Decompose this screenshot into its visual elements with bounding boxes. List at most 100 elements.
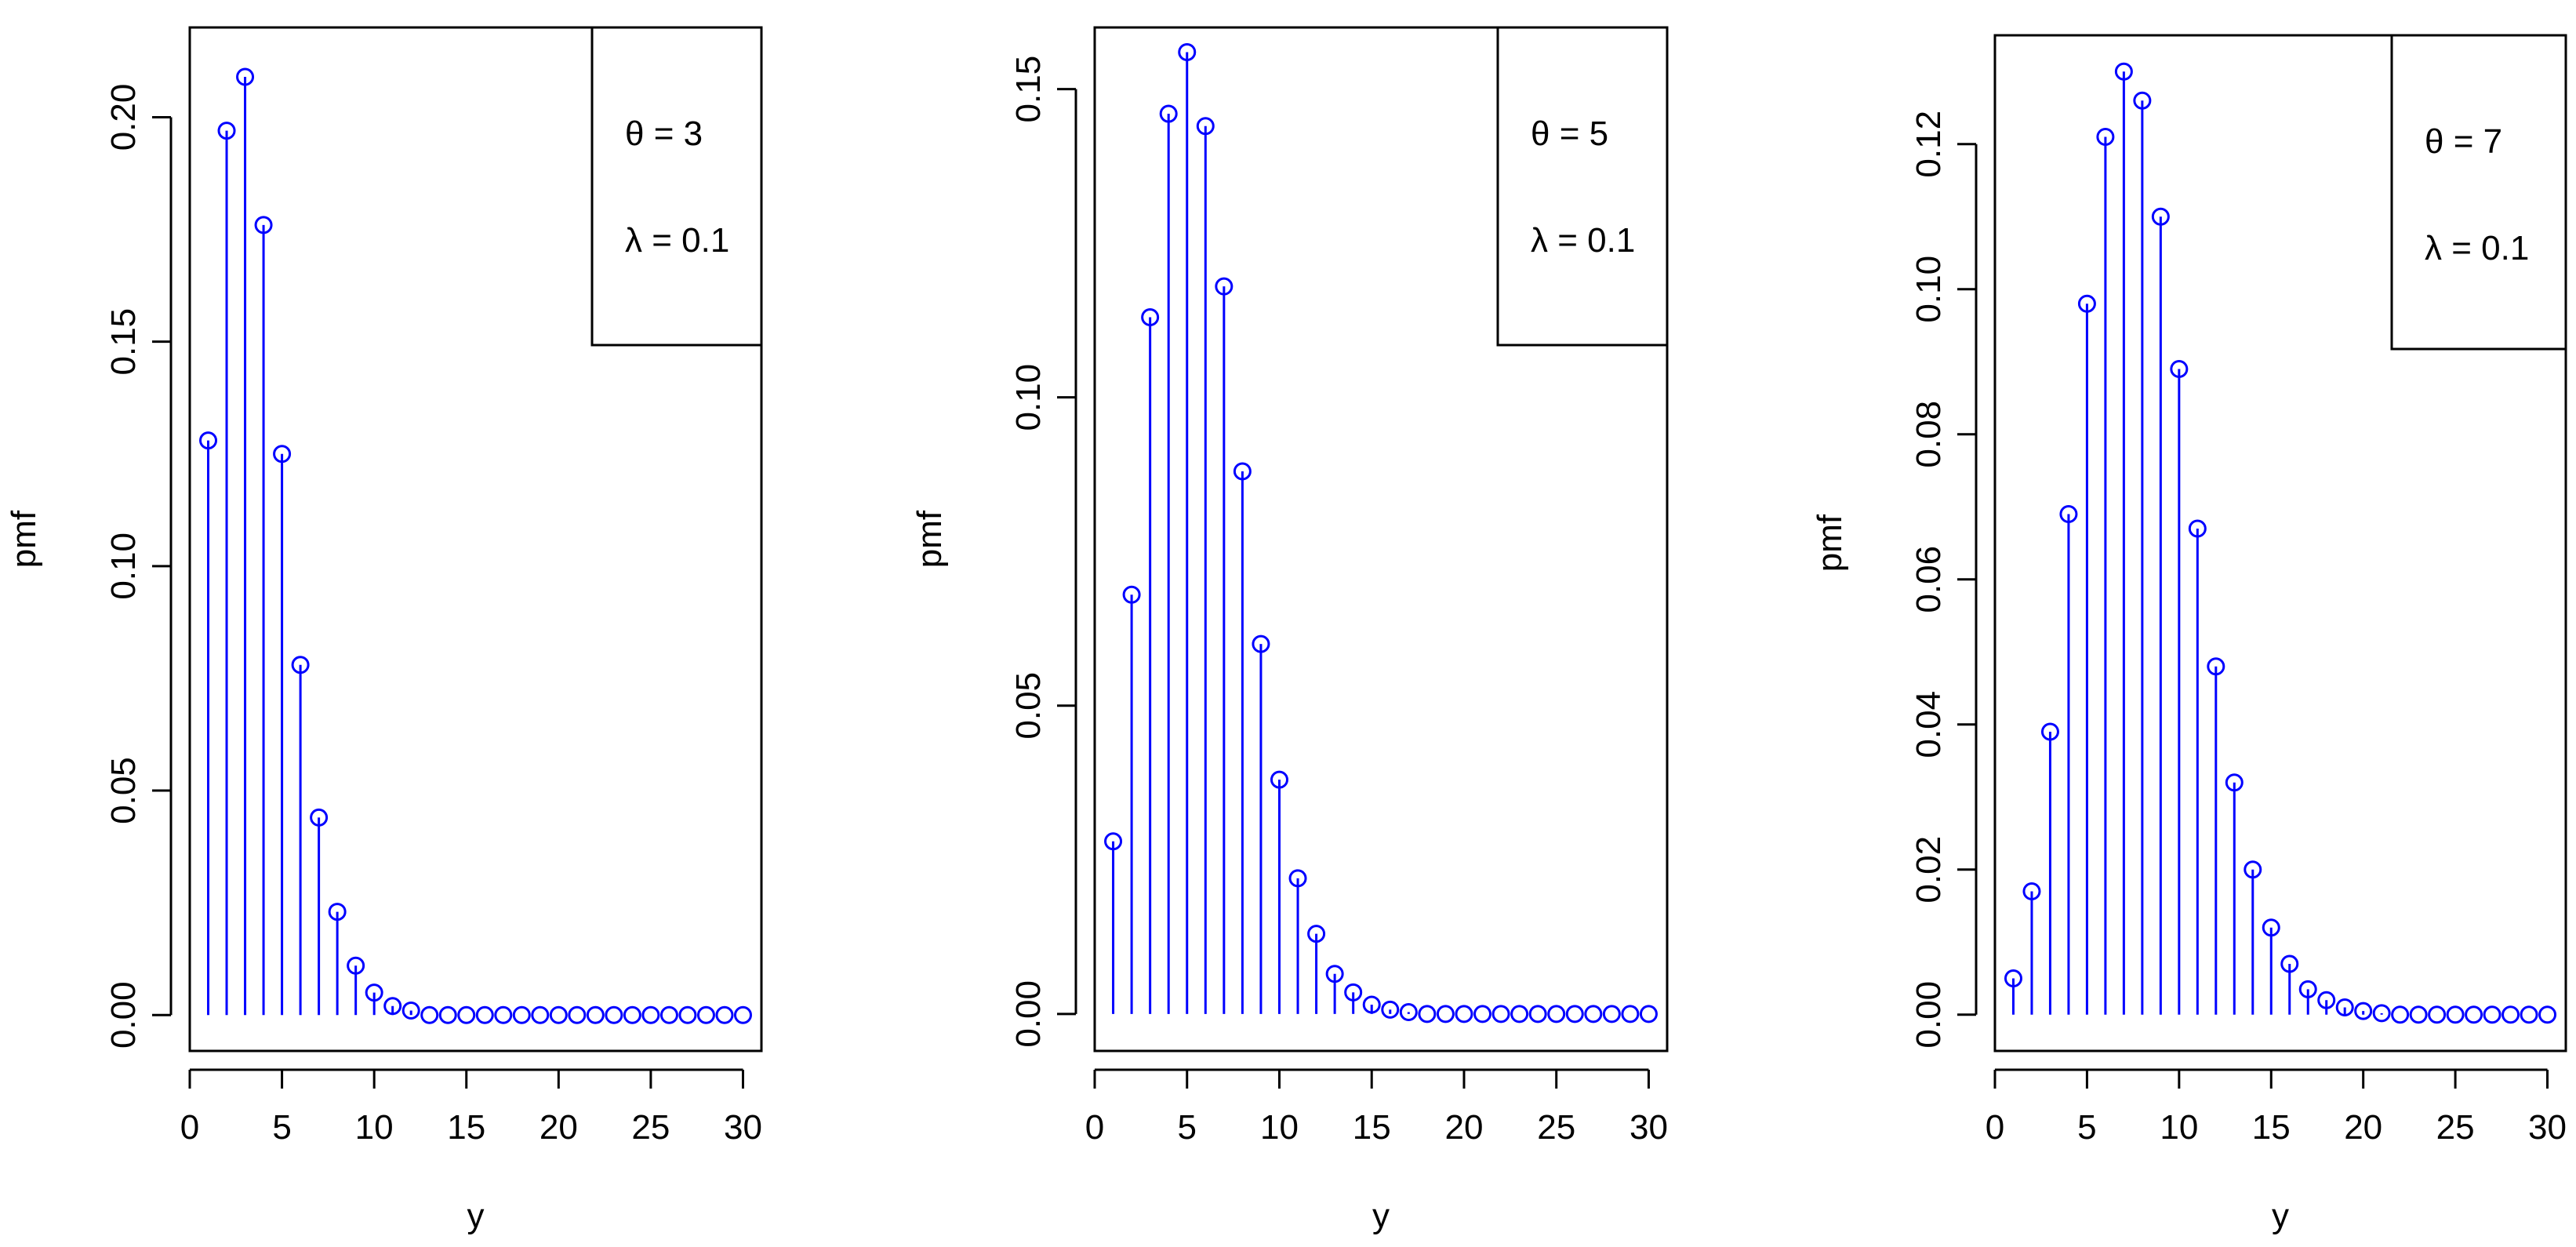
- pmf-point: [2280, 954, 2299, 973]
- pmf-point: [2409, 1005, 2428, 1024]
- pmf-point: [383, 997, 402, 1016]
- pmf-point: [401, 1001, 420, 1020]
- x-tick-label: 30: [724, 1108, 762, 1147]
- pmf-point: [1362, 995, 1381, 1014]
- pmf-point: [1104, 832, 1123, 851]
- pmf-point: [1602, 1005, 1621, 1023]
- pmf-point: [2538, 1005, 2557, 1024]
- pmf-point: [605, 1005, 623, 1024]
- pmf-point: [1510, 1005, 1529, 1023]
- pmf-point: [2298, 980, 2317, 998]
- x-tick-label: 10: [2160, 1108, 2198, 1147]
- x-tick-label: 15: [2252, 1108, 2291, 1147]
- pmf-point: [2114, 62, 2133, 81]
- y-tick-label: 0.02: [1909, 836, 1948, 903]
- pmf-point: [1159, 104, 1178, 123]
- y-tick-label: 0.05: [1009, 672, 1048, 740]
- pmf-point: [2335, 998, 2354, 1016]
- pmf-point: [1178, 42, 1197, 61]
- pmf-point: [1491, 1005, 1510, 1023]
- x-tick-label: 15: [1353, 1108, 1391, 1147]
- pmf-point: [512, 1005, 531, 1024]
- pmf-point: [2096, 128, 2115, 146]
- pmf-point: [2151, 207, 2170, 226]
- chart-panel-2: 0 5 10 15 20 25 30 0.00 0.05 0.10 0.15 y pmf θ = 5 λ =…: [910, 26, 1669, 1235]
- pmf-point: [1436, 1005, 1455, 1023]
- pmf-point: [2225, 773, 2244, 792]
- pmf-point: [217, 122, 236, 140]
- x-tick-label: 0: [1986, 1108, 2004, 1147]
- legend-entry: λ = 0.1: [2425, 229, 2529, 267]
- pmf-point: [1528, 1005, 1547, 1023]
- pmf-point: [531, 1005, 550, 1024]
- pmf-point: [236, 67, 255, 86]
- pmf-point: [2170, 360, 2189, 378]
- pmf-point: [347, 956, 365, 975]
- pmf-point: [2502, 1005, 2520, 1024]
- legend-entry: θ = 5: [1531, 115, 1608, 153]
- pmf-point: [2188, 519, 2207, 538]
- pmf-point: [420, 1005, 439, 1024]
- y-tick-label: 0.12: [1909, 111, 1948, 178]
- y-tick-label: 0.05: [104, 757, 143, 824]
- x-tick-label: 20: [1444, 1108, 1483, 1147]
- pmf-point: [641, 1005, 660, 1024]
- pmf-point: [696, 1005, 715, 1024]
- chart-panel-1: 0 5 10 15 20 25 30 0.00 0.05 0.10 0.15 0.20 y pmf θ = …: [5, 26, 763, 1235]
- pmf-point: [2483, 1005, 2502, 1024]
- pmf-point: [1621, 1005, 1640, 1023]
- pmf-point: [254, 216, 273, 234]
- pmf-point: [678, 1005, 697, 1024]
- pmf-point: [310, 808, 329, 827]
- pmf-point: [2077, 294, 2096, 313]
- legend-entry: θ = 7: [2425, 122, 2502, 161]
- chart-panel-3: 0 5 10 15 20 25 30 0.00 0.02 0.04 0.06 0.08 0.10 0.12…: [1811, 34, 2567, 1235]
- y-tick-label: 0.10: [1909, 256, 1948, 323]
- y-tick-label: 0.08: [1909, 401, 1948, 468]
- pmf-point: [2465, 1005, 2483, 1024]
- pmf-point: [2446, 1005, 2465, 1024]
- pmf-point: [2244, 860, 2262, 879]
- pmf-point: [199, 431, 218, 450]
- pmf-point: [1473, 1005, 1492, 1023]
- pmf-point: [1325, 965, 1344, 983]
- y-tick-label: 0.15: [104, 308, 143, 376]
- y-tick-label: 0.20: [104, 84, 143, 151]
- pmf-point: [2040, 722, 2059, 741]
- pmf-point: [2317, 991, 2336, 1009]
- pmf-point: [2372, 1004, 2391, 1023]
- y-tick-label: 0.06: [1909, 546, 1948, 613]
- y-axis-title: pmf: [910, 510, 949, 568]
- x-tick-label: 25: [1537, 1108, 1575, 1147]
- x-tick-label: 10: [355, 1108, 394, 1147]
- x-tick-label: 20: [2344, 1108, 2382, 1147]
- pmf-point: [549, 1005, 568, 1024]
- y-axis-title: pmf: [1811, 514, 1849, 572]
- pmf-point: [568, 1005, 587, 1024]
- x-tick-label: 25: [2436, 1108, 2475, 1147]
- x-tick-label: 25: [631, 1108, 670, 1147]
- pmf-point: [1288, 869, 1307, 888]
- pmf-point: [438, 1005, 457, 1024]
- pmf-point: [2520, 1005, 2538, 1024]
- pmf-point: [328, 903, 347, 922]
- pmf-point: [1252, 634, 1270, 653]
- y-tick-label: 0.00: [104, 981, 143, 1049]
- pmf-point: [2059, 505, 2078, 523]
- x-tick-label: 30: [1630, 1108, 1668, 1147]
- pmf-point: [1381, 1000, 1400, 1019]
- x-axis-title: y: [467, 1197, 485, 1235]
- legend-entry: λ = 0.1: [625, 221, 729, 260]
- y-tick-label: 0.10: [104, 533, 143, 600]
- pmf-point: [733, 1005, 752, 1024]
- pmf-point: [1584, 1005, 1603, 1023]
- legend-box: [1496, 26, 1669, 347]
- x-tick-label: 5: [1177, 1108, 1196, 1147]
- pmf-point: [586, 1005, 605, 1024]
- pmf-point: [494, 1005, 513, 1024]
- y-tick-label: 0.04: [1909, 691, 1948, 758]
- pmf-point: [715, 1005, 734, 1024]
- pmf-point: [2391, 1005, 2410, 1024]
- pmf-point: [2262, 918, 2280, 937]
